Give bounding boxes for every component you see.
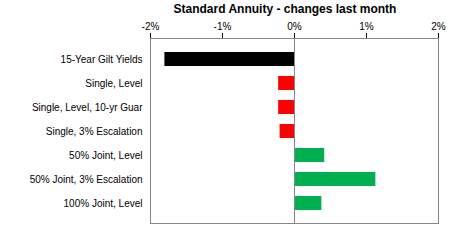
svg-text:1%: 1% (359, 21, 374, 32)
svg-text:Single, 3% Escalation: Single, 3% Escalation (46, 126, 143, 137)
svg-text:50% Joint, 3% Escalation: 50% Joint, 3% Escalation (30, 174, 143, 185)
svg-text:Single, Level: Single, Level (85, 78, 142, 89)
svg-text:-2%: -2% (142, 21, 160, 32)
svg-text:-1%: -1% (214, 21, 232, 32)
svg-text:50% Joint, Level: 50% Joint, Level (69, 150, 142, 161)
html-text:Standard Annuity - changes las: Standard Annuity - changes last month (173, 2, 397, 16)
svg-text:0%: 0% (287, 21, 302, 32)
svg-text:Single, Level, 10-yr Guar: Single, Level, 10-yr Guar (32, 102, 143, 113)
svg-text:100% Joint, Level: 100% Joint, Level (64, 198, 143, 209)
svg-text:2%: 2% (431, 21, 446, 32)
svg-text:15-Year Gilt Yields: 15-Year Gilt Yields (61, 54, 143, 65)
